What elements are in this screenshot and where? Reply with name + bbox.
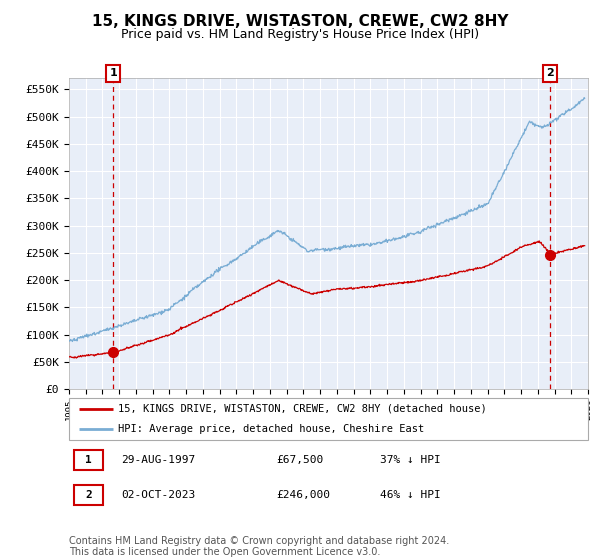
Text: 15, KINGS DRIVE, WISTASTON, CREWE, CW2 8HY (detached house): 15, KINGS DRIVE, WISTASTON, CREWE, CW2 8…: [118, 404, 487, 413]
Text: £246,000: £246,000: [277, 490, 331, 500]
Bar: [74, 484, 103, 505]
Text: 1: 1: [85, 455, 92, 465]
Text: Contains HM Land Registry data © Crown copyright and database right 2024.
This d: Contains HM Land Registry data © Crown c…: [69, 535, 449, 557]
Text: 37% ↓ HPI: 37% ↓ HPI: [380, 455, 441, 465]
Text: 2: 2: [85, 490, 92, 500]
Text: 15, KINGS DRIVE, WISTASTON, CREWE, CW2 8HY: 15, KINGS DRIVE, WISTASTON, CREWE, CW2 8…: [92, 14, 508, 29]
Text: 2: 2: [547, 68, 554, 78]
Text: £67,500: £67,500: [277, 455, 324, 465]
Bar: [74, 450, 103, 470]
Text: 1: 1: [109, 68, 117, 78]
Text: 02-OCT-2023: 02-OCT-2023: [121, 490, 195, 500]
Text: 46% ↓ HPI: 46% ↓ HPI: [380, 490, 441, 500]
Text: Price paid vs. HM Land Registry's House Price Index (HPI): Price paid vs. HM Land Registry's House …: [121, 28, 479, 41]
Text: HPI: Average price, detached house, Cheshire East: HPI: Average price, detached house, Ches…: [118, 424, 425, 433]
Text: 29-AUG-1997: 29-AUG-1997: [121, 455, 195, 465]
